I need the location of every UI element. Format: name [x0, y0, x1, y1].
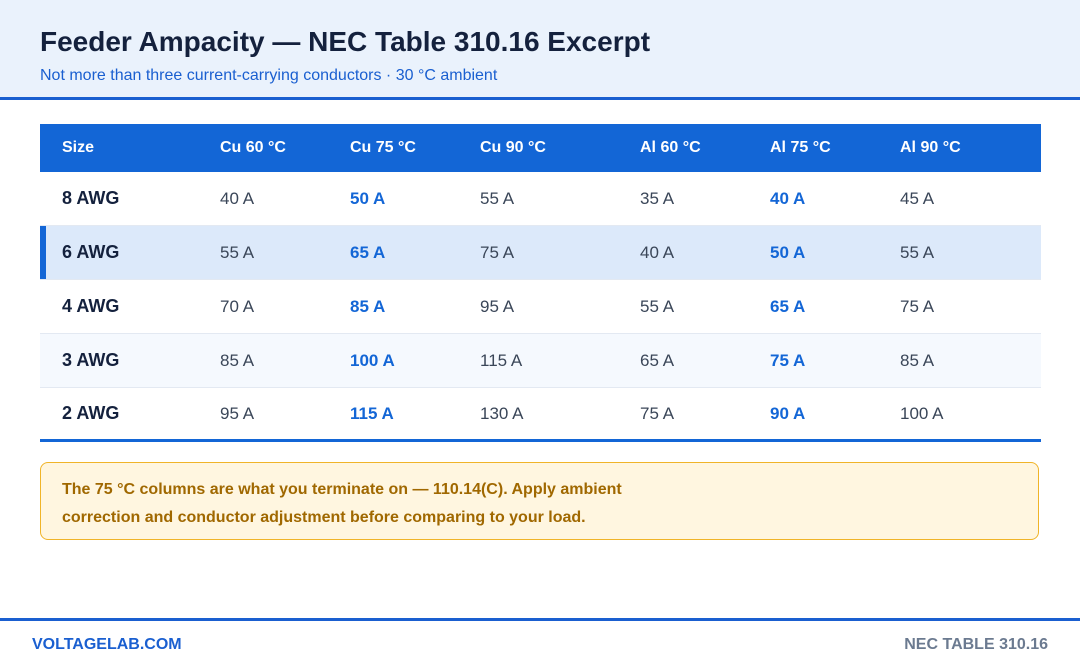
ampacity-cell: 65 A [770, 279, 900, 334]
size-cell: 3 AWG [40, 333, 220, 388]
header: Feeder Ampacity — NEC Table 310.16 Excer… [0, 0, 1080, 100]
column-header: Cu 60 °C [220, 124, 350, 172]
ampacity-cell: 115 A [350, 387, 480, 442]
ampacity-cell: 45 A [900, 172, 1041, 226]
column-header: Cu 75 °C [350, 124, 480, 172]
ampacity-cell: 65 A [640, 333, 770, 388]
note-text: The 75 °C columns are what you terminate… [62, 481, 622, 526]
size-cell: 6 AWG [40, 225, 220, 280]
ampacity-cell: 50 A [770, 225, 900, 280]
column-header: Al 75 °C [770, 124, 900, 172]
size-cell: 4 AWG [40, 279, 220, 334]
ampacity-cell: 55 A [480, 172, 640, 226]
ampacity-cell: 55 A [640, 279, 770, 334]
ampacity-cell: 130 A [480, 387, 640, 442]
ampacity-cell: 75 A [900, 279, 1041, 334]
table-row: 6 AWG 55 A 65 A 75 A 40 A 50 A 55 A [40, 225, 1041, 280]
ampacity-cell: 85 A [900, 333, 1041, 388]
ampacity-cell: 50 A [350, 172, 480, 226]
ampacity-cell: 90 A [770, 387, 900, 442]
size-cell: 2 AWG [40, 387, 220, 442]
ampacity-cell: 115 A [480, 333, 640, 388]
note-box: The 75 °C columns are what you terminate… [40, 462, 1039, 540]
ampacity-table: Size Cu 60 °C Cu 75 °C Cu 90 °C Al 60 °C Al 7… [40, 124, 1041, 442]
header-row: Size Cu 60 °C Cu 75 °C Cu 90 °C Al 60 °C Al 7… [40, 124, 1041, 172]
subtitle: Not more than three current-carrying con… [40, 67, 498, 84]
column-header: Size [40, 124, 220, 172]
ampacity-cell: 40 A [770, 172, 900, 226]
footer-reference: NEC TABLE 310.16 [904, 636, 1048, 653]
table-row: 8 AWG 40 A 50 A 55 A 35 A 40 A 45 A [40, 172, 1041, 226]
ampacity-cell: 70 A [220, 279, 350, 334]
column-header: Al 60 °C [640, 124, 770, 172]
ampacity-cell: 40 A [640, 225, 770, 280]
footer-site: VOLTAGELAB.COM [32, 636, 182, 653]
ampacity-cell: 40 A [220, 172, 350, 226]
ampacity-cell: 75 A [480, 225, 640, 280]
ampacity-cell: 85 A [220, 333, 350, 388]
column-header: Al 90 °C [900, 124, 1041, 172]
ampacity-cell: 100 A [350, 333, 480, 388]
ampacity-cell: 85 A [350, 279, 480, 334]
footer-rule [0, 618, 1080, 621]
ampacity-cell: 75 A [640, 387, 770, 442]
ampacity-cell: 35 A [640, 172, 770, 226]
table-row: 4 AWG 70 A 85 A 95 A 55 A 65 A 75 A [40, 279, 1041, 334]
ampacity-cell: 75 A [770, 333, 900, 388]
table-row: 2 AWG 95 A 115 A 130 A 75 A 90 A 100 A [40, 387, 1041, 442]
ampacity-cell: 95 A [220, 387, 350, 442]
ampacity-cell: 65 A [350, 225, 480, 280]
title: Feeder Ampacity — NEC Table 310.16 Excer… [40, 26, 651, 57]
ampacity-cell: 55 A [220, 225, 350, 280]
ampacity-cell: 95 A [480, 279, 640, 334]
table-row: 3 AWG 85 A 100 A 115 A 65 A 75 A 85 A [40, 333, 1041, 388]
ampacity-cell: 100 A [900, 387, 1041, 442]
column-header: Cu 90 °C [480, 124, 640, 172]
ampacity-cell: 55 A [900, 225, 1041, 280]
size-cell: 8 AWG [40, 172, 220, 226]
